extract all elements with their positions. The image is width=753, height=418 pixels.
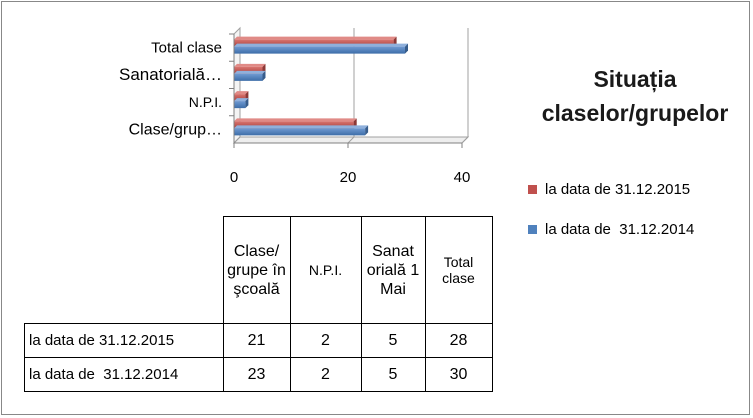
table-cell: 5 [360, 323, 426, 358]
legend-label-2014: la data de 31.12.2014 [545, 220, 695, 238]
bar-top-face [234, 36, 397, 40]
x-tick-label: 40 [454, 169, 471, 186]
table-header: Total clase [424, 216, 493, 324]
bar [234, 94, 246, 102]
bar [234, 128, 366, 136]
bar [234, 66, 263, 74]
bar-end-face [262, 70, 266, 81]
bar-end-face [245, 98, 249, 109]
table-cell: 5 [360, 357, 426, 392]
legend-label-2015: la data de 31.12.2015 [545, 180, 691, 198]
category-label: N.P.I. [189, 94, 222, 110]
bar-end-face [405, 43, 408, 54]
bar [234, 101, 246, 109]
bar-top-face [234, 125, 369, 129]
category-labels: Clase/grup… N.P.I. Sanatorială… Total clase [119, 33, 235, 143]
legend-swatch-2014 [528, 224, 537, 234]
data-table: Clase/ grupe în şcoală N.P.I. Sanat oria… [24, 216, 493, 392]
table-row-label: la data de 31.12.2015 [24, 323, 224, 358]
table-corner [24, 216, 224, 324]
bar-top-face [234, 63, 266, 67]
chart-title-line-2: claselor/grupelor [541, 100, 729, 126]
gridline-diagonal [347, 136, 355, 144]
bar [234, 73, 263, 81]
table-row: la data de 31.12.2014 23 2 5 30 [24, 357, 493, 392]
bar-top-face [234, 91, 249, 95]
table-header-row: Clase/ grupe în şcoală N.P.I. Sanat oria… [24, 216, 493, 324]
category-label: Clase/grup… [129, 121, 222, 138]
bar-end-face [365, 125, 369, 136]
table-row: la data de 31.12.2015 21 2 5 28 [24, 323, 493, 358]
table-header: Clase/ grupe în şcoală [222, 216, 291, 324]
bar-top-face [234, 118, 357, 122]
chart-title-line-1: Situația [593, 66, 677, 92]
bar [234, 46, 405, 54]
bar-top-face [234, 98, 249, 102]
x-tick-label: 20 [340, 169, 357, 186]
legend-item-2015: la data de 31.12.2015 [528, 179, 690, 199]
category-label: Total clase [151, 40, 222, 57]
table-header: Sanat orială 1 Mai [360, 216, 426, 324]
legend-item-2014: la data de 31.12.2014 [528, 219, 694, 239]
table-cell: 28 [424, 323, 493, 358]
x-tick-labels: 0 20 40 [230, 169, 471, 186]
gridline-diagonal [461, 136, 469, 144]
gridline-diagonal [233, 136, 241, 144]
table-row-label: la data de 31.12.2014 [24, 357, 224, 392]
bar-top-face [234, 70, 266, 74]
bar-top-face [234, 43, 408, 47]
table-cell: 2 [289, 357, 362, 392]
table-cell: 30 [424, 357, 493, 392]
category-label: Sanatorială… [119, 65, 222, 84]
x-tick-label: 0 [230, 169, 238, 186]
legend-swatch-2015 [528, 184, 537, 194]
bar [234, 121, 354, 129]
table-cell: 2 [289, 323, 362, 358]
table-header: N.P.I. [289, 216, 362, 324]
bars [234, 36, 408, 136]
chart-title: Situația claselor/grupelor [535, 62, 735, 130]
table-cell: 21 [222, 323, 291, 358]
bar [234, 39, 394, 47]
table-cell: 23 [222, 357, 291, 392]
